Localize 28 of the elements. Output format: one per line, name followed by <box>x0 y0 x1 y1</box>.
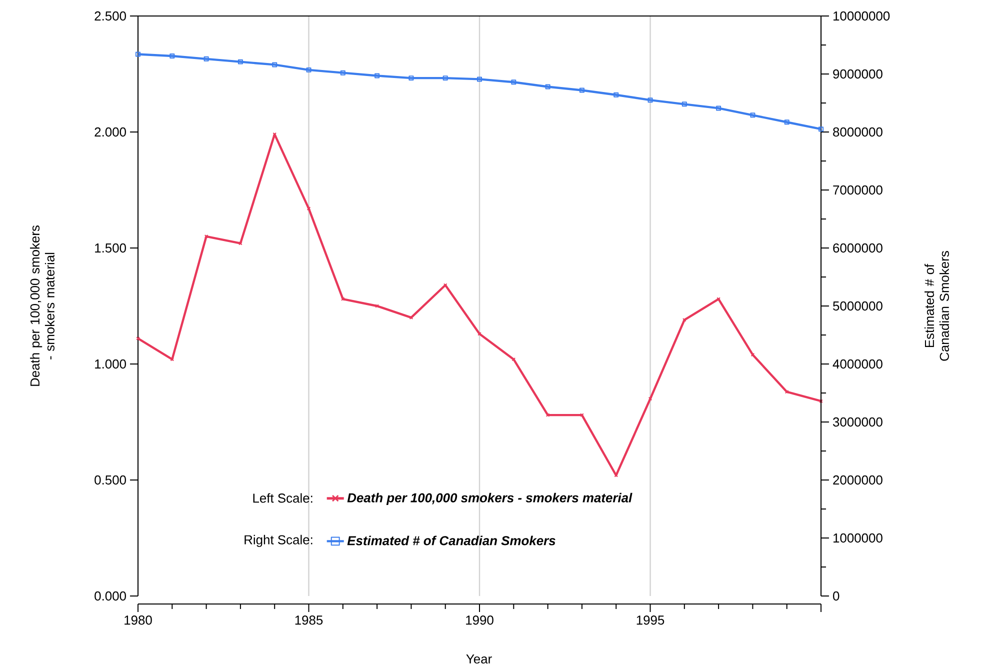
annotation: Right Scale: <box>244 534 312 547</box>
y-tick-label: 0.500 <box>94 475 126 485</box>
y-axis-title: Death per 100,000 smokers - smokers material <box>30 226 54 386</box>
x-tick-label: 1995 <box>636 616 664 625</box>
y2-tick-label: 5000000 <box>833 301 882 311</box>
y-tick-label: 2.500 <box>94 11 126 21</box>
x-axis-title: Year <box>466 654 492 664</box>
x-tick-label: 1985 <box>295 616 323 625</box>
y2-tick-label: 10000000 <box>833 11 890 21</box>
y2-tick-label: 9000000 <box>833 69 882 79</box>
legend-label: Death per 100,000 smokers - smokers material <box>347 492 632 505</box>
y2-tick-label: 3000000 <box>833 417 882 427</box>
y-tick-label: 2.000 <box>94 127 126 137</box>
y2-tick-label: 7000000 <box>833 185 882 195</box>
y-tick-label: 0.000 <box>94 591 126 601</box>
y2-tick-label: 2000000 <box>833 475 882 485</box>
y-tick-label: 1.500 <box>95 243 126 253</box>
legend-label: Estimated # of Canadian Smokers <box>347 536 556 546</box>
x-tick-label: 1980 <box>124 616 152 625</box>
y2-axis-title: Estimated # of Canadian Smokers <box>924 251 949 361</box>
x-tick-label: 1990 <box>466 616 494 625</box>
y2-tick-label: 8000000 <box>833 127 882 137</box>
y2-tick-label: 0 <box>833 591 840 601</box>
y2-tick-label: 1000000 <box>833 533 882 543</box>
y-tick-label: 1.000 <box>95 359 126 369</box>
y2-tick-label: 4000000 <box>832 359 882 369</box>
y2-tick-label: 6000000 <box>833 243 882 253</box>
annotation: Left Scale: <box>253 493 312 503</box>
